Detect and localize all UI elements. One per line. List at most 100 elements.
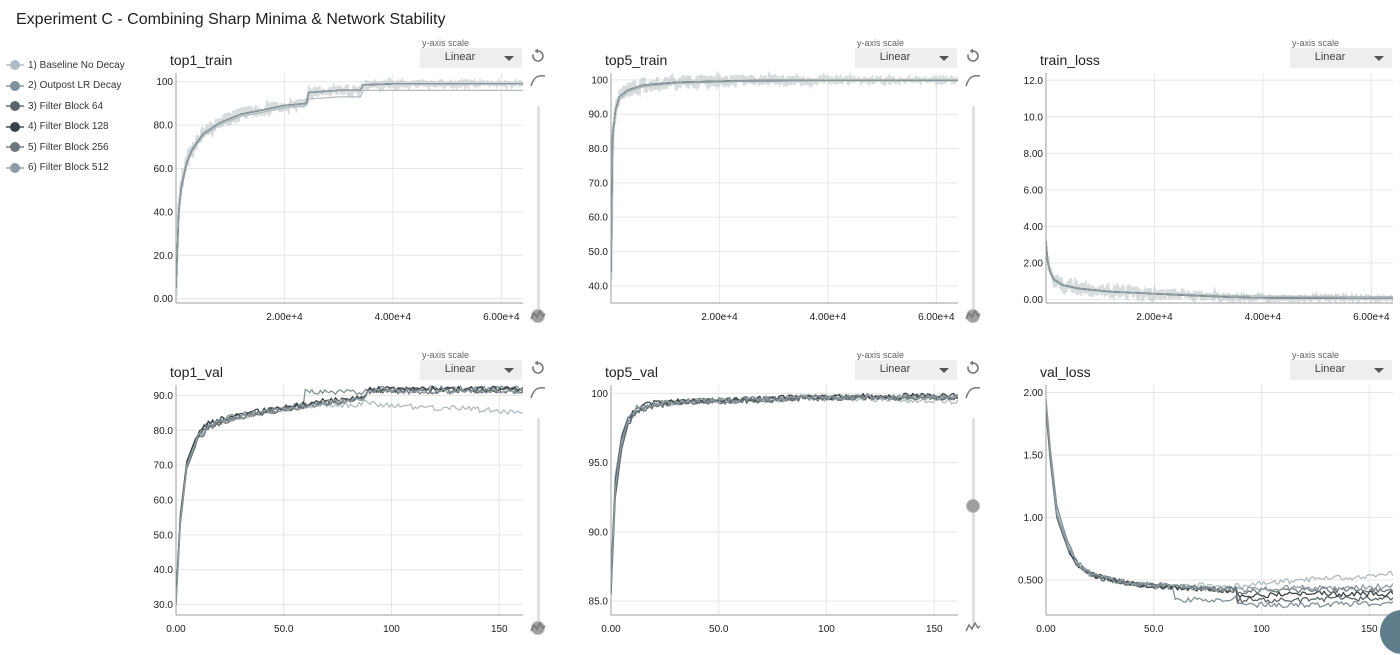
y-tick-label: 4.00 <box>1024 222 1044 233</box>
series-line <box>1046 402 1393 592</box>
smoothing-icon[interactable] <box>530 74 546 88</box>
y-tick-label: 2.00 <box>1024 258 1044 269</box>
legend-swatch <box>6 101 24 112</box>
legend-item[interactable]: 6) Filter Block 512 <box>6 158 125 179</box>
smoothing-slider-track[interactable] <box>537 418 540 628</box>
series-line <box>611 79 958 273</box>
reset-icon[interactable] <box>530 48 546 64</box>
legend-label: 2) Outpost LR Decay <box>28 80 122 92</box>
y-tick-label: 100 <box>156 77 173 88</box>
legend-label: 1) Baseline No Decay <box>28 59 125 71</box>
chart-plot[interactable]: 2.00e+4 4.00e+4 6.00e+4 0.00 20.0 40.0 60.0 80.… <box>154 73 543 343</box>
y-axis-scale-label: y-axis scale <box>422 350 470 360</box>
chart-plot[interactable]: 0.00 50.0 100 150 0.500 1.00 1.50 2.00 <box>1018 385 1400 655</box>
y-tick-label: 60.0 <box>154 496 174 507</box>
smoothing-slider-track[interactable] <box>972 418 975 628</box>
smoothing-icon[interactable] <box>965 74 981 88</box>
chart-title: top5_train <box>605 52 668 68</box>
y-tick-label: 85.0 <box>589 597 609 608</box>
legend-item[interactable]: 5) Filter Block 256 <box>6 137 125 158</box>
y-tick-label: 80.0 <box>589 144 609 155</box>
y-axis-scale-label: y-axis scale <box>857 38 905 48</box>
y-tick-label: 50.0 <box>154 530 174 541</box>
waveform-icon[interactable] <box>965 620 981 632</box>
reset-icon[interactable] <box>530 360 546 376</box>
smoothing-icon[interactable] <box>530 386 546 400</box>
legend-item[interactable]: 1) Baseline No Decay <box>6 55 125 76</box>
y-tick-label: 10.0 <box>1024 112 1044 123</box>
chart-plot[interactable]: 0.00 50.0 100 150 85.0 90.0 95.0 100 <box>589 385 978 655</box>
y-tick-label: 40.0 <box>589 281 609 292</box>
series-line <box>611 394 958 588</box>
x-tick-label: 2.00e+4 <box>266 312 303 323</box>
reset-icon[interactable] <box>965 48 981 64</box>
smoothing-slider-track[interactable] <box>972 106 975 316</box>
y-axis-scale-value: Linear <box>444 51 476 63</box>
chart-plot[interactable]: 0.00 50.0 100 150 30.0 40.0 50.0 60.0 70.0 80.0 90… <box>154 385 543 655</box>
y-axis-scale-select[interactable]: Linear <box>420 48 522 68</box>
y-axis-scale-value: Linear <box>444 363 476 375</box>
chart-plot[interactable]: 2.00e+4 4.00e+4 6.00e+4 40.0 50.0 60.0 70.0 80.… <box>589 71 978 343</box>
smoothing-icon[interactable] <box>965 386 981 400</box>
y-axis-scale-select[interactable]: Linear <box>1290 360 1392 380</box>
legend-item[interactable]: 2) Outpost LR Decay <box>6 76 125 97</box>
legend-item[interactable]: 4) Filter Block 128 <box>6 117 125 138</box>
y-tick-label: 1.00 <box>1024 513 1044 524</box>
waveform-icon[interactable] <box>530 620 546 632</box>
reset-icon[interactable] <box>965 360 981 376</box>
waveform-icon[interactable] <box>530 308 546 320</box>
chart-panel-train_loss: train_loss y-axis scale Linear 2.00e+4 4.00e… <box>1024 38 1400 338</box>
chevron-down-icon <box>939 368 949 373</box>
y-tick-label: 30.0 <box>154 600 174 611</box>
smoothing-slider-thumb[interactable] <box>966 499 980 514</box>
raw-data-band <box>611 71 958 281</box>
x-tick-label: 4.00e+4 <box>375 312 412 323</box>
series-line <box>176 83 523 288</box>
smoothing-slider-track[interactable] <box>537 106 540 316</box>
y-tick-label: 100 <box>591 389 608 400</box>
y-tick-label: 90.0 <box>154 391 174 402</box>
y-tick-label: 95.0 <box>589 458 609 469</box>
chart-panel-top5_val: top5_val y-axis scale Linear 0.00 50.0 100 150… <box>589 350 1015 650</box>
chevron-down-icon <box>504 368 514 373</box>
y-axis-scale-label: y-axis scale <box>1292 38 1340 48</box>
y-axis-scale-label: y-axis scale <box>857 350 905 360</box>
x-tick-label: 150 <box>491 624 508 635</box>
series-line <box>611 392 958 581</box>
y-tick-label: 12.0 <box>1024 76 1044 87</box>
y-axis-scale-value: Linear <box>1314 51 1346 63</box>
series-line <box>176 385 523 595</box>
chevron-down-icon <box>1374 56 1384 61</box>
series-line <box>611 79 958 273</box>
y-tick-label: 0.00 <box>1024 295 1044 306</box>
y-tick-label: 60.0 <box>589 213 609 224</box>
chart-panel-top1_train: top1_train y-axis scale Linear 2.00e+4 4.00e… <box>154 38 580 338</box>
y-tick-label: 70.0 <box>154 461 174 472</box>
legend-label: 5) Filter Block 256 <box>28 141 109 153</box>
waveform-icon[interactable] <box>965 308 981 320</box>
x-tick-label: 50.0 <box>709 624 729 635</box>
y-axis-scale-select[interactable]: Linear <box>855 360 957 380</box>
x-tick-label: 2.00e+4 <box>1136 312 1173 323</box>
x-tick-label: 0.00 <box>166 624 186 635</box>
y-tick-label: 1.50 <box>1024 451 1044 462</box>
chart-panel-top5_train: top5_train y-axis scale Linear 2.00e+4 4.00e… <box>589 38 1015 338</box>
y-tick-label: 40.0 <box>154 565 174 576</box>
x-tick-label: 150 <box>1361 624 1378 635</box>
page-title: Experiment C - Combining Sharp Minima & … <box>16 11 446 28</box>
chart-title: val_loss <box>1040 364 1091 380</box>
y-axis-scale-select[interactable]: Linear <box>1290 48 1392 68</box>
y-axis-scale-select[interactable]: Linear <box>420 360 522 380</box>
legend-item[interactable]: 3) Filter Block 64 <box>6 96 125 117</box>
y-tick-label: 2.00 <box>1024 388 1044 399</box>
chart-title: top1_val <box>170 364 223 380</box>
series-line <box>611 79 958 273</box>
x-tick-label: 4.00e+4 <box>810 312 847 323</box>
y-tick-label: 8.00 <box>1024 149 1044 160</box>
x-tick-label: 0.00 <box>1036 624 1056 635</box>
y-axis-scale-select[interactable]: Linear <box>855 48 957 68</box>
chart-plot[interactable]: 2.00e+4 4.00e+4 6.00e+4 0.00 2.00 4.00 6.00 8.0… <box>1024 73 1400 343</box>
legend-swatch <box>6 80 24 91</box>
series-line <box>1046 398 1393 609</box>
series-line <box>1046 411 1393 604</box>
